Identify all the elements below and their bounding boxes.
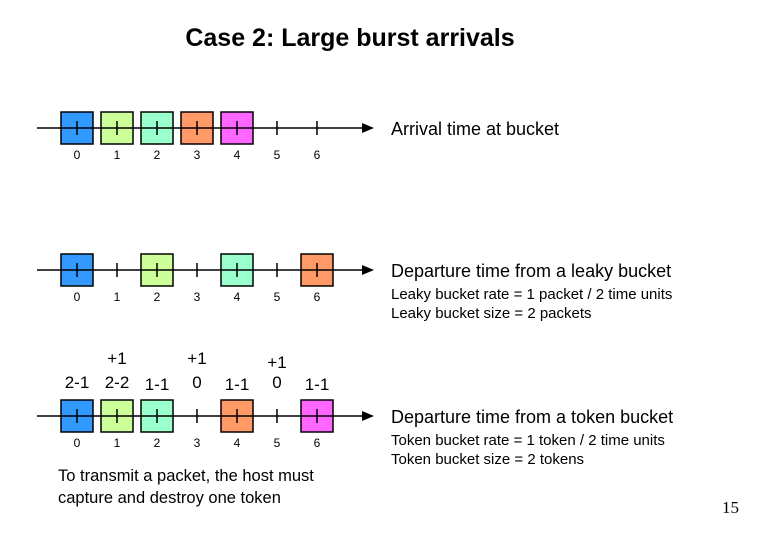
tick-label: 6 <box>314 290 321 304</box>
token-count-label: 1-1 <box>224 375 250 394</box>
token-note-line-2: capture and destroy one token <box>58 489 281 507</box>
tick-label: 1 <box>114 436 121 450</box>
timeline-label: Departure time from a leaky bucket <box>391 261 672 281</box>
tick-label: 1 <box>114 290 121 304</box>
token-count-label: 0 <box>272 373 282 392</box>
tick-label: 4 <box>234 290 241 304</box>
tick-label: 5 <box>274 436 281 450</box>
token-added-label: +1 <box>107 349 127 368</box>
tick-label: 0 <box>74 436 81 450</box>
tick-label: 3 <box>194 290 201 304</box>
timeline-1: 0 1 2 3 4 5 6 <box>37 111 374 162</box>
page-number: 15 <box>722 498 739 517</box>
token-count-label: 2-2 <box>104 373 130 392</box>
timeline-3: 0 1 2 3 4 5 6 <box>37 399 374 450</box>
token-count-label: 1-1 <box>144 375 170 394</box>
tick-label: 6 <box>314 436 321 450</box>
axis-arrowhead <box>362 265 374 275</box>
tick-label: 0 <box>74 290 81 304</box>
timeline-detail: Token bucket size = 2 tokens <box>391 451 585 468</box>
timeline-label: Arrival time at bucket <box>391 119 560 139</box>
token-note: To transmit a packet, the host must capt… <box>58 465 314 509</box>
axis-arrowhead <box>362 411 374 421</box>
timeline-detail: Leaky bucket size = 2 packets <box>391 305 592 322</box>
tick-label: 2 <box>154 148 161 162</box>
timeline-detail: Token bucket rate = 1 token / 2 time uni… <box>391 432 665 449</box>
tick-label: 5 <box>274 148 281 162</box>
tick-label: 3 <box>194 436 201 450</box>
tick-label: 5 <box>274 290 281 304</box>
tick-label: 2 <box>154 436 161 450</box>
tick-label: 2 <box>154 290 161 304</box>
tick-label: 1 <box>114 148 121 162</box>
timeline-label: Departure time from a token bucket <box>391 407 674 427</box>
axis-arrowhead <box>362 123 374 133</box>
token-count-label: 2-1 <box>64 373 90 392</box>
token-note-line-1: To transmit a packet, the host must <box>58 467 314 485</box>
slide-title: Case 2: Large burst arrivals <box>185 24 515 52</box>
token-added-label: +1 <box>267 353 287 372</box>
token-count-label: 0 <box>192 373 202 392</box>
token-added-label: +1 <box>187 349 207 368</box>
tick-label: 6 <box>314 148 321 162</box>
tick-label: 4 <box>234 436 241 450</box>
tick-label: 3 <box>194 148 201 162</box>
token-count-label: 1-1 <box>304 375 330 394</box>
timeline-2: 0 1 2 3 4 5 6 <box>37 253 374 304</box>
tick-label: 0 <box>74 148 81 162</box>
tick-label: 4 <box>234 148 241 162</box>
timeline-detail: Leaky bucket rate = 1 packet / 2 time un… <box>391 286 673 303</box>
